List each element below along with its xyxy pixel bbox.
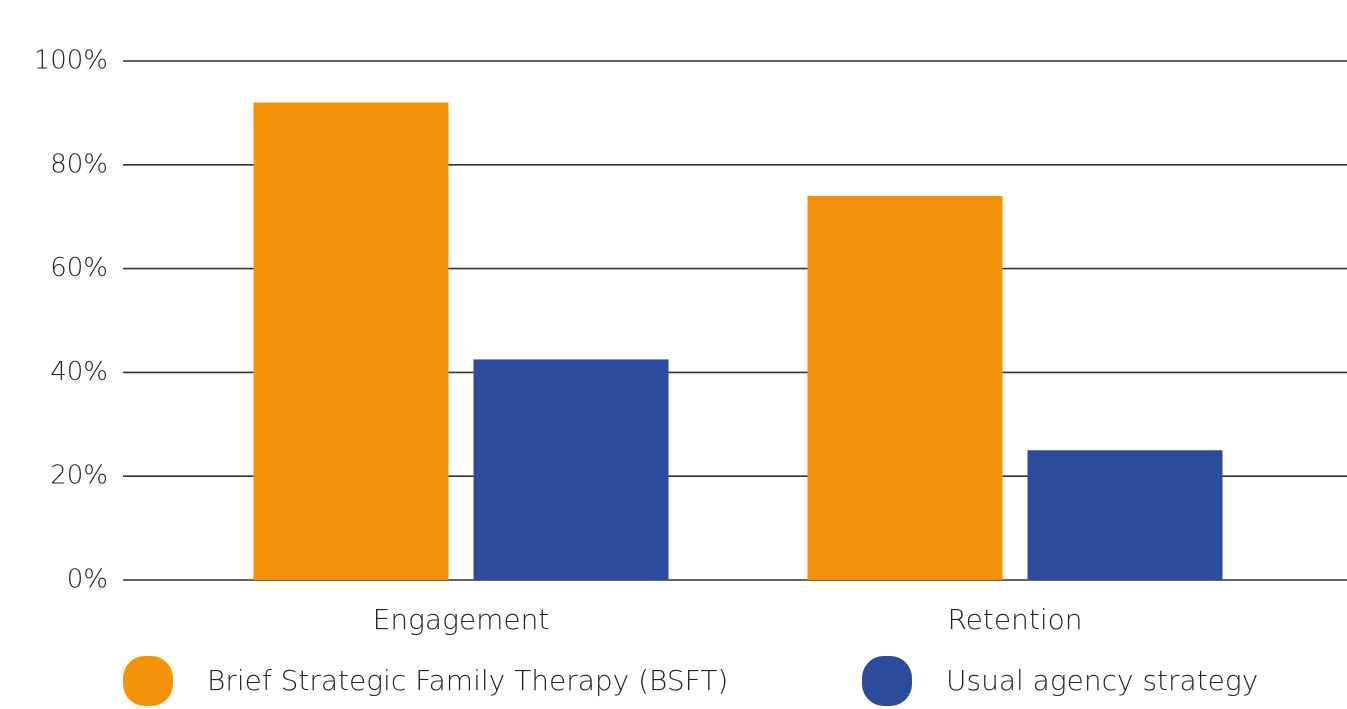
bar xyxy=(253,102,449,581)
bar xyxy=(807,195,1003,580)
y-tick-label: 0% xyxy=(67,565,108,595)
x-tick-label: Retention xyxy=(947,603,1082,636)
y-tick-label: 60% xyxy=(50,253,108,283)
bar xyxy=(1027,450,1223,580)
y-tick-label: 80% xyxy=(50,149,108,179)
y-tick-label: 20% xyxy=(50,461,108,491)
y-tick-label: 100% xyxy=(34,46,108,76)
legend-label: Usual agency strategy xyxy=(946,664,1258,697)
bar xyxy=(473,359,669,580)
x-tick-label: Engagement xyxy=(373,603,550,636)
legend-swatch xyxy=(862,656,912,706)
legend-swatch xyxy=(123,656,173,706)
legend-label: Brief Strategic Family Therapy (BSFT) xyxy=(207,664,728,697)
y-tick-label: 40% xyxy=(50,357,108,387)
